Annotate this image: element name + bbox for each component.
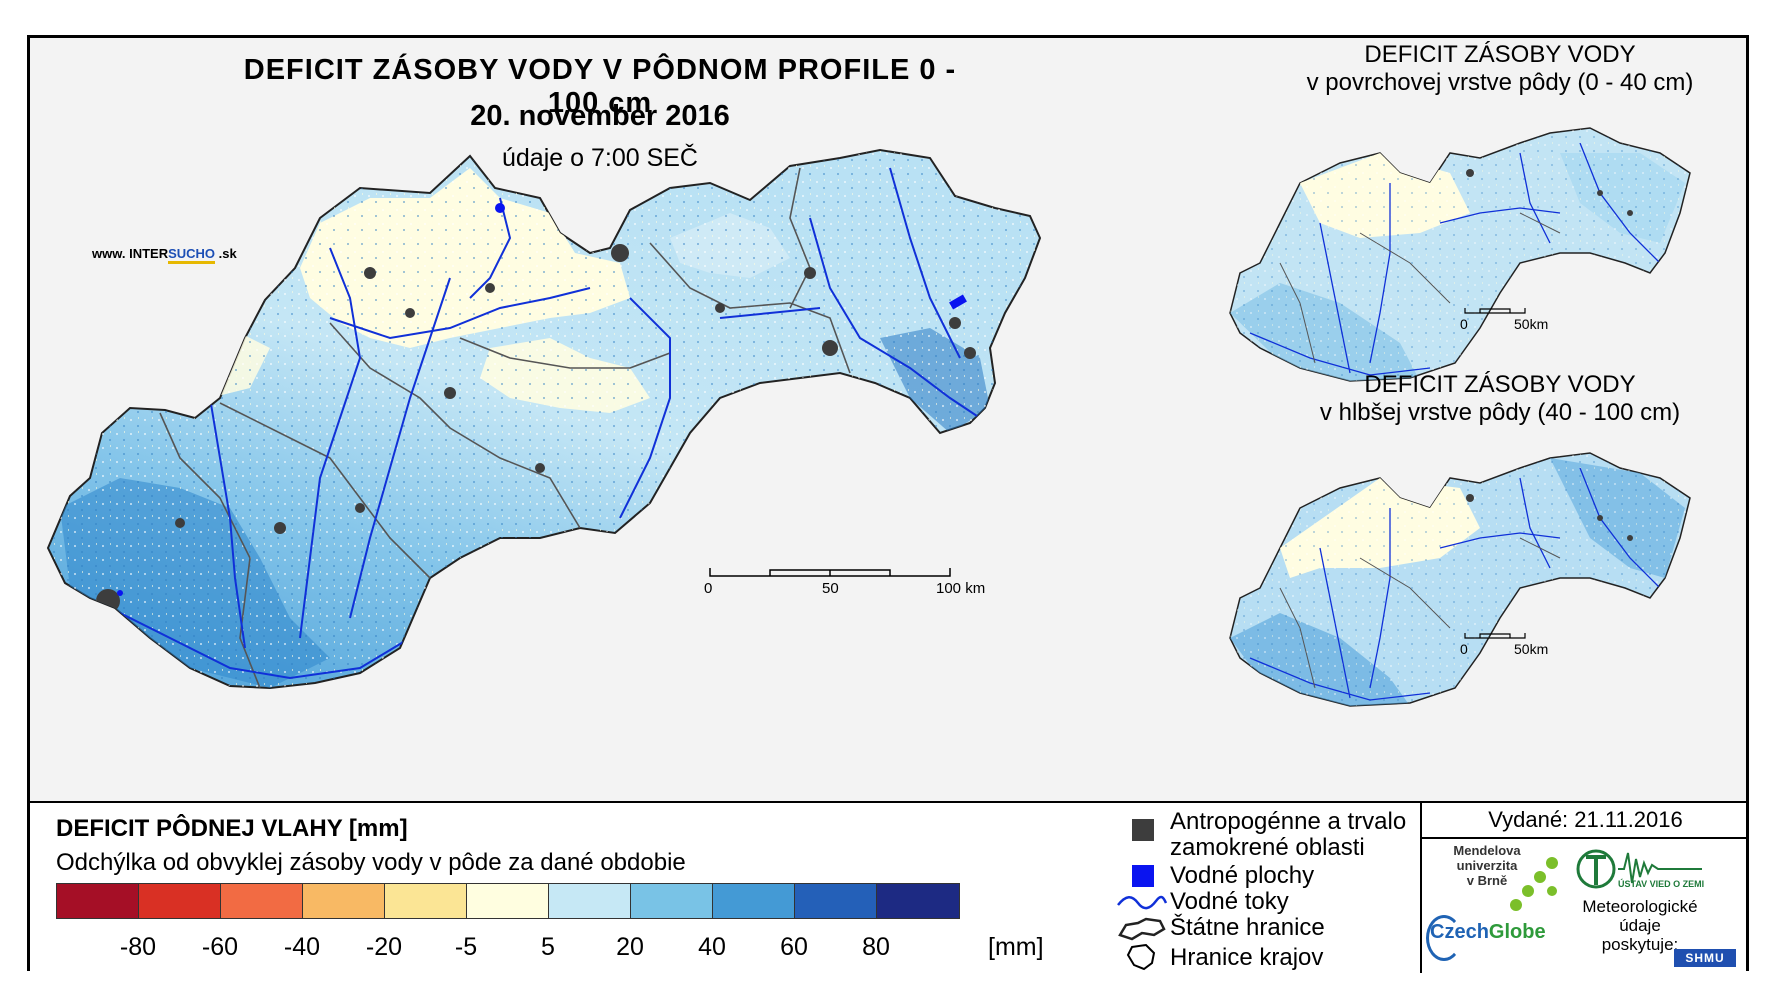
legend-swatch xyxy=(221,884,303,918)
legend-swatch xyxy=(795,884,877,918)
met-line-1: Meteorologické xyxy=(1582,897,1698,916)
mendel-logo-text: Mendelova univerzita v Brně xyxy=(1432,843,1542,888)
inset-bottom-scale-0: 0 xyxy=(1460,641,1468,657)
issued-date: Vydané: 21.11.2016 xyxy=(1422,803,1749,839)
main-scale-0: 0 xyxy=(704,580,713,597)
symbol-state-border: Štátne hranice xyxy=(1110,915,1420,941)
website-logo[interactable]: www. INTERSUCHO .sk xyxy=(92,246,237,264)
legend-tick: -20 xyxy=(365,933,403,961)
main-time: údaje o 7:00 SEČ xyxy=(502,144,698,172)
legend-tick: 80 xyxy=(862,933,890,961)
main-scale-100: 100 km xyxy=(936,580,986,597)
main-title: DEFICIT ZÁSOBY VODY V PÔDNOM PROFILE 0 -… xyxy=(243,54,957,119)
legend-swatch xyxy=(877,884,959,918)
inset-top-scale-0: 0 xyxy=(1460,316,1468,332)
uvoz-logo-icon xyxy=(1576,849,1702,889)
legend-swatch xyxy=(549,884,631,918)
urban-swatch xyxy=(1132,819,1154,841)
legend-tick: -60 xyxy=(201,933,239,961)
map-frame: DEFICIT ZÁSOBY VODY V PÔDNOM PROFILE 0 -… xyxy=(27,35,1749,973)
legend-swatch xyxy=(631,884,713,918)
main-map xyxy=(46,148,1042,690)
shmu-logo: SHMU xyxy=(1674,949,1736,967)
symbol-water-label: Vodné plochy xyxy=(1170,862,1315,889)
legend-tick: -40 xyxy=(283,933,321,961)
inset-bottom-map xyxy=(1229,452,1691,707)
legend-swatch xyxy=(139,884,221,918)
czechglobe-arc-icon xyxy=(1426,915,1462,961)
mendel-line-1: Mendelova xyxy=(1453,843,1521,858)
met-data-text: Meteorologické údaje poskytuje: xyxy=(1570,897,1710,954)
mendel-line-2: univerzita xyxy=(1456,858,1518,873)
inset-top-title-line1: DEFICIT ZÁSOBY VODY xyxy=(1364,41,1636,68)
website-highlight: SUCHO xyxy=(168,246,216,264)
inset-top-title-line2: v povrchovej vrstve pôdy (0 - 40 cm) xyxy=(1306,69,1694,96)
symbol-urban: Antropogénne a trvalo zamokrené oblasti xyxy=(1110,809,1420,863)
symbol-region-border: Hranice krajov xyxy=(1110,943,1420,971)
legend-tick: 20 xyxy=(616,933,644,961)
region-border-icon xyxy=(1126,943,1156,971)
mendel-dots-icon xyxy=(1510,857,1558,911)
legend-color-scale xyxy=(56,883,960,919)
legend-area: DEFICIT PÔDNEJ VLAHY [mm] Odchýlka od ob… xyxy=(30,801,1749,973)
uvoz-logo-text: ÚSTAV VIED O ZEMI xyxy=(1618,879,1705,889)
met-line-3: poskytuje: xyxy=(1601,935,1679,954)
legend-tick: -80 xyxy=(119,933,157,961)
legend-tick: -5 xyxy=(454,933,478,961)
inset-bottom-title-line2: v hlbšej vrstve pôdy (40 - 100 cm) xyxy=(1319,399,1681,426)
main-date: 20. november 2016 xyxy=(470,100,730,132)
inset-top-scale-50: 50km xyxy=(1514,316,1549,332)
inset-bottom-title-line1: DEFICIT ZÁSOBY VODY xyxy=(1364,371,1636,398)
legend-title: DEFICIT PÔDNEJ VLAHY [mm] xyxy=(56,815,408,842)
symbol-urban-label-2: zamokrené oblasti xyxy=(1170,834,1365,861)
symbol-state-border-label: Štátne hranice xyxy=(1170,914,1325,941)
main-scale-50: 50 xyxy=(822,580,839,597)
legend-swatch xyxy=(57,884,139,918)
legend-tick: 5 xyxy=(541,933,555,961)
logos: Mendelova univerzita v Brně CzechGlobe Ú… xyxy=(1422,839,1749,971)
symbol-rivers: Vodné toky xyxy=(1110,889,1420,915)
legend-swatch xyxy=(467,884,549,918)
legend-tick: 60 xyxy=(780,933,808,961)
legend-swatch xyxy=(303,884,385,918)
legend-subtitle: Odchýlka od obvyklej zásoby vody v pôde … xyxy=(56,849,686,876)
inset-bottom-scale-50: 50km xyxy=(1514,641,1549,657)
legend-swatch xyxy=(385,884,467,918)
map-area: DEFICIT ZÁSOBY VODY V PÔDNOM PROFILE 0 -… xyxy=(30,38,1746,801)
website-prefix: www. INTER xyxy=(92,246,169,261)
inset-bottom-title: DEFICIT ZÁSOBY VODY v hlbšej vrstve pôdy… xyxy=(1240,371,1760,427)
symbol-water: Vodné plochy xyxy=(1110,863,1420,889)
czechglobe-b: Globe xyxy=(1488,921,1546,943)
legend-separator xyxy=(1420,803,1422,973)
inset-top-title: DEFICIT ZÁSOBY VODY v povrchovej vrstve … xyxy=(1240,41,1760,97)
symbol-region-border-label: Hranice krajov xyxy=(1170,944,1324,971)
river-icon xyxy=(1117,895,1168,910)
met-line-2: údaje xyxy=(1619,916,1661,935)
mendel-line-3: v Brně xyxy=(1466,873,1508,888)
main-scale-bar xyxy=(709,568,951,577)
inset-top-map xyxy=(1229,127,1691,382)
symbol-urban-label-1: Antropogénne a trvalo xyxy=(1170,808,1407,835)
website-suffix: .sk xyxy=(215,246,237,261)
legend-swatch xyxy=(713,884,795,918)
legend-unit: [mm] xyxy=(988,933,1044,961)
water-swatch xyxy=(1132,865,1154,887)
symbol-rivers-label: Vodné toky xyxy=(1170,888,1289,915)
legend-tick: 40 xyxy=(698,933,726,961)
state-border-icon xyxy=(1118,917,1166,941)
